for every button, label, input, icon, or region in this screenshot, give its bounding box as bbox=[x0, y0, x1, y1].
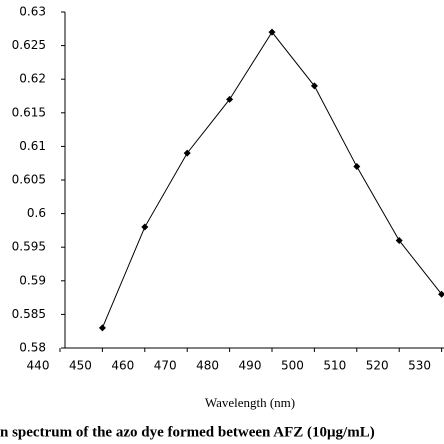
marker bbox=[268, 28, 276, 36]
marker bbox=[98, 324, 106, 332]
line bbox=[101, 31, 442, 329]
x-axis-label: Wavelength (nm) bbox=[205, 395, 295, 410]
y-tick-label: 0.595 bbox=[12, 240, 46, 254]
x-tick-label: 450 bbox=[69, 359, 92, 373]
y-tick-label: 0.62 bbox=[19, 72, 46, 86]
marker bbox=[438, 290, 444, 298]
marker bbox=[395, 236, 403, 244]
y-tick-label: 0.605 bbox=[12, 173, 46, 187]
x-tick-label: 510 bbox=[323, 359, 346, 373]
x-tick-label: 530 bbox=[408, 359, 431, 373]
x-tick-label: 500 bbox=[281, 359, 304, 373]
marker bbox=[353, 163, 361, 171]
marker bbox=[141, 223, 149, 231]
y-tick-label: 0.59 bbox=[19, 273, 46, 287]
y-tick-label: 0.615 bbox=[12, 105, 46, 119]
marker bbox=[183, 149, 191, 157]
x-tick-label: 490 bbox=[239, 359, 262, 373]
y-tick-label: 0.625 bbox=[12, 38, 46, 52]
marker bbox=[310, 82, 318, 90]
x-tick-label: 520 bbox=[366, 359, 389, 373]
x-tick-label: 440 bbox=[27, 359, 50, 373]
x-tick-label: 480 bbox=[196, 359, 219, 373]
y-tick-label: 0.585 bbox=[12, 307, 46, 321]
caption: n spectrum of the azo dye formed between… bbox=[0, 424, 375, 440]
x-tick-label: 460 bbox=[111, 359, 134, 373]
y-tick-label: 0.6 bbox=[27, 206, 46, 220]
marker bbox=[226, 95, 234, 103]
y-tick-label: 0.61 bbox=[19, 139, 46, 153]
y-tick-label: 0.58 bbox=[19, 341, 46, 355]
y-tick-label: 0.63 bbox=[19, 5, 46, 19]
x-tick-label: 470 bbox=[154, 359, 177, 373]
